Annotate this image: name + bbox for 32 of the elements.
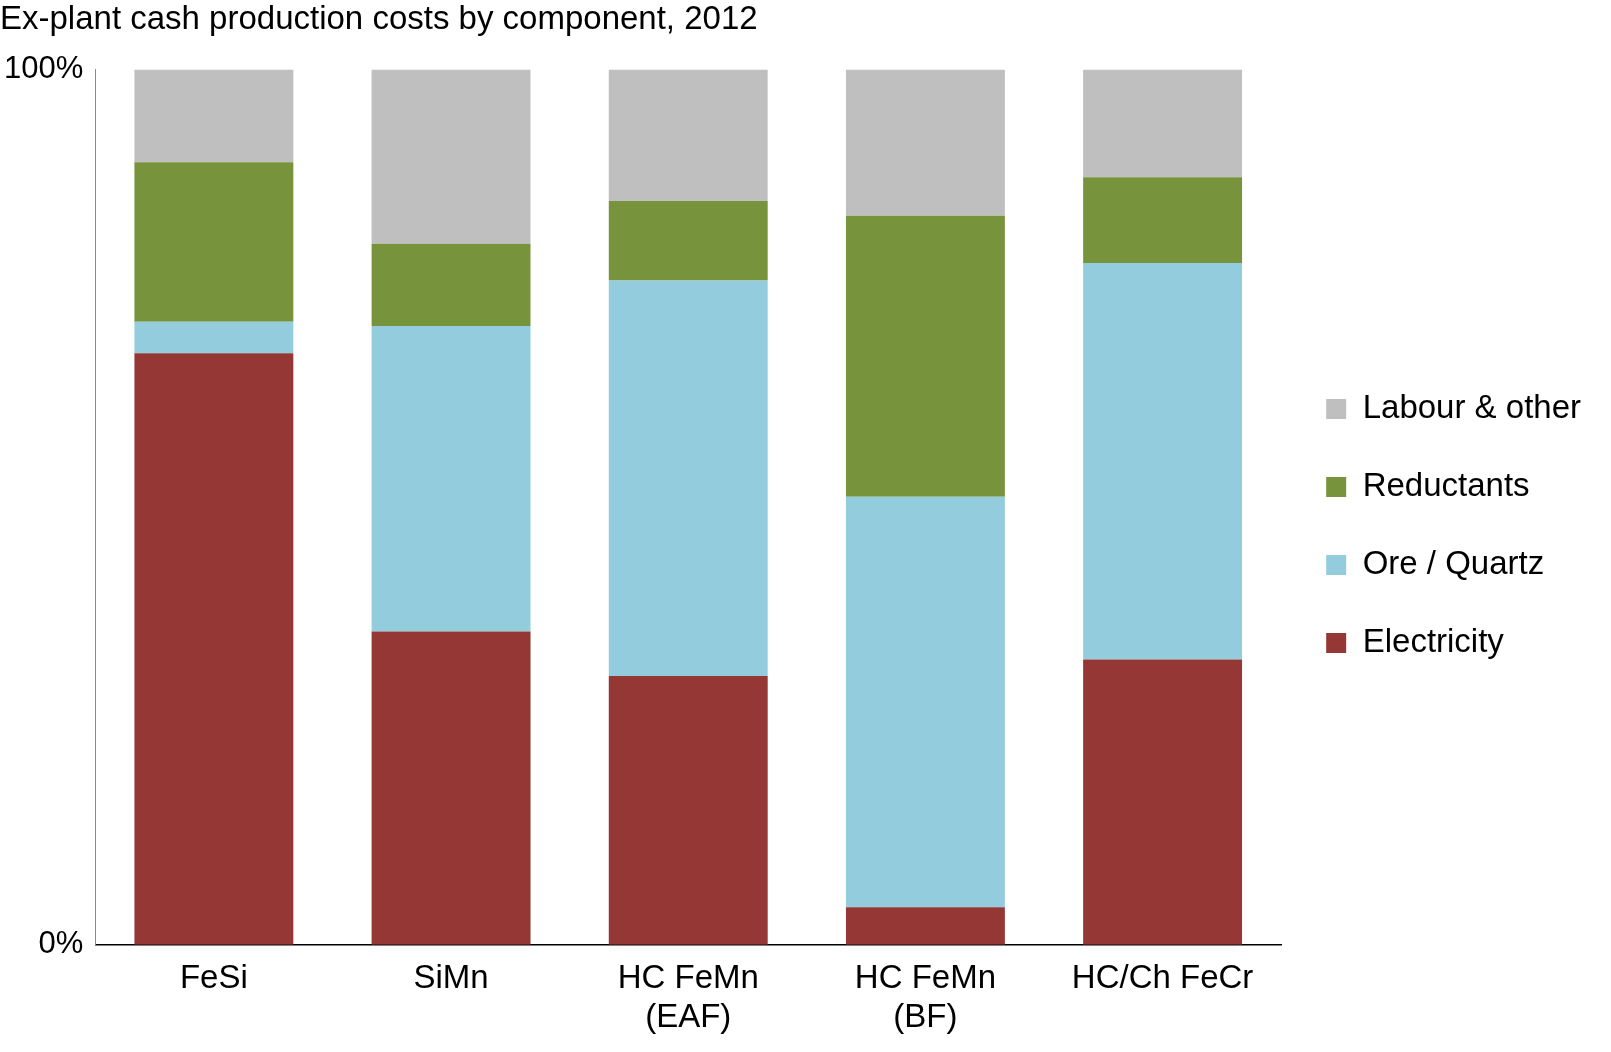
bar — [134, 69, 294, 163]
bar — [845, 907, 1005, 945]
chart-title: Ex-plant cash production costs by component, 2012 — [0, 0, 758, 36]
y-tick-label: 100% — [3, 50, 84, 86]
bar — [134, 162, 294, 322]
y-tick-label: 0% — [38, 925, 84, 961]
x-tick-label: HC FeMn (BF) — [854, 957, 997, 1035]
x-tick-label: FeSi — [179, 957, 248, 995]
x-tick-label: HC/Ch FeCr — [1071, 957, 1254, 995]
bar — [1083, 263, 1243, 660]
x-tick-label: SiMn — [413, 957, 489, 995]
bar — [608, 676, 768, 945]
bar — [845, 496, 1005, 908]
bar — [608, 69, 768, 201]
bar — [608, 280, 768, 677]
bar — [1083, 69, 1243, 178]
bar — [371, 69, 531, 244]
bar — [608, 200, 768, 281]
x-tick-label: HC FeMn (EAF) — [617, 957, 759, 1035]
bar — [845, 215, 1005, 497]
legend-label: Electricity — [1362, 622, 1505, 660]
bar — [845, 69, 1005, 216]
legend-label: Labour & other — [1362, 388, 1582, 426]
bar — [134, 353, 294, 945]
bar — [371, 631, 531, 945]
bar — [1083, 177, 1243, 264]
legend-label: Reductants — [1362, 466, 1530, 504]
bar — [134, 321, 294, 354]
legend-label: Ore / Quartz — [1362, 544, 1545, 582]
bar — [371, 243, 531, 327]
bar — [1083, 659, 1243, 945]
bar — [371, 326, 531, 632]
